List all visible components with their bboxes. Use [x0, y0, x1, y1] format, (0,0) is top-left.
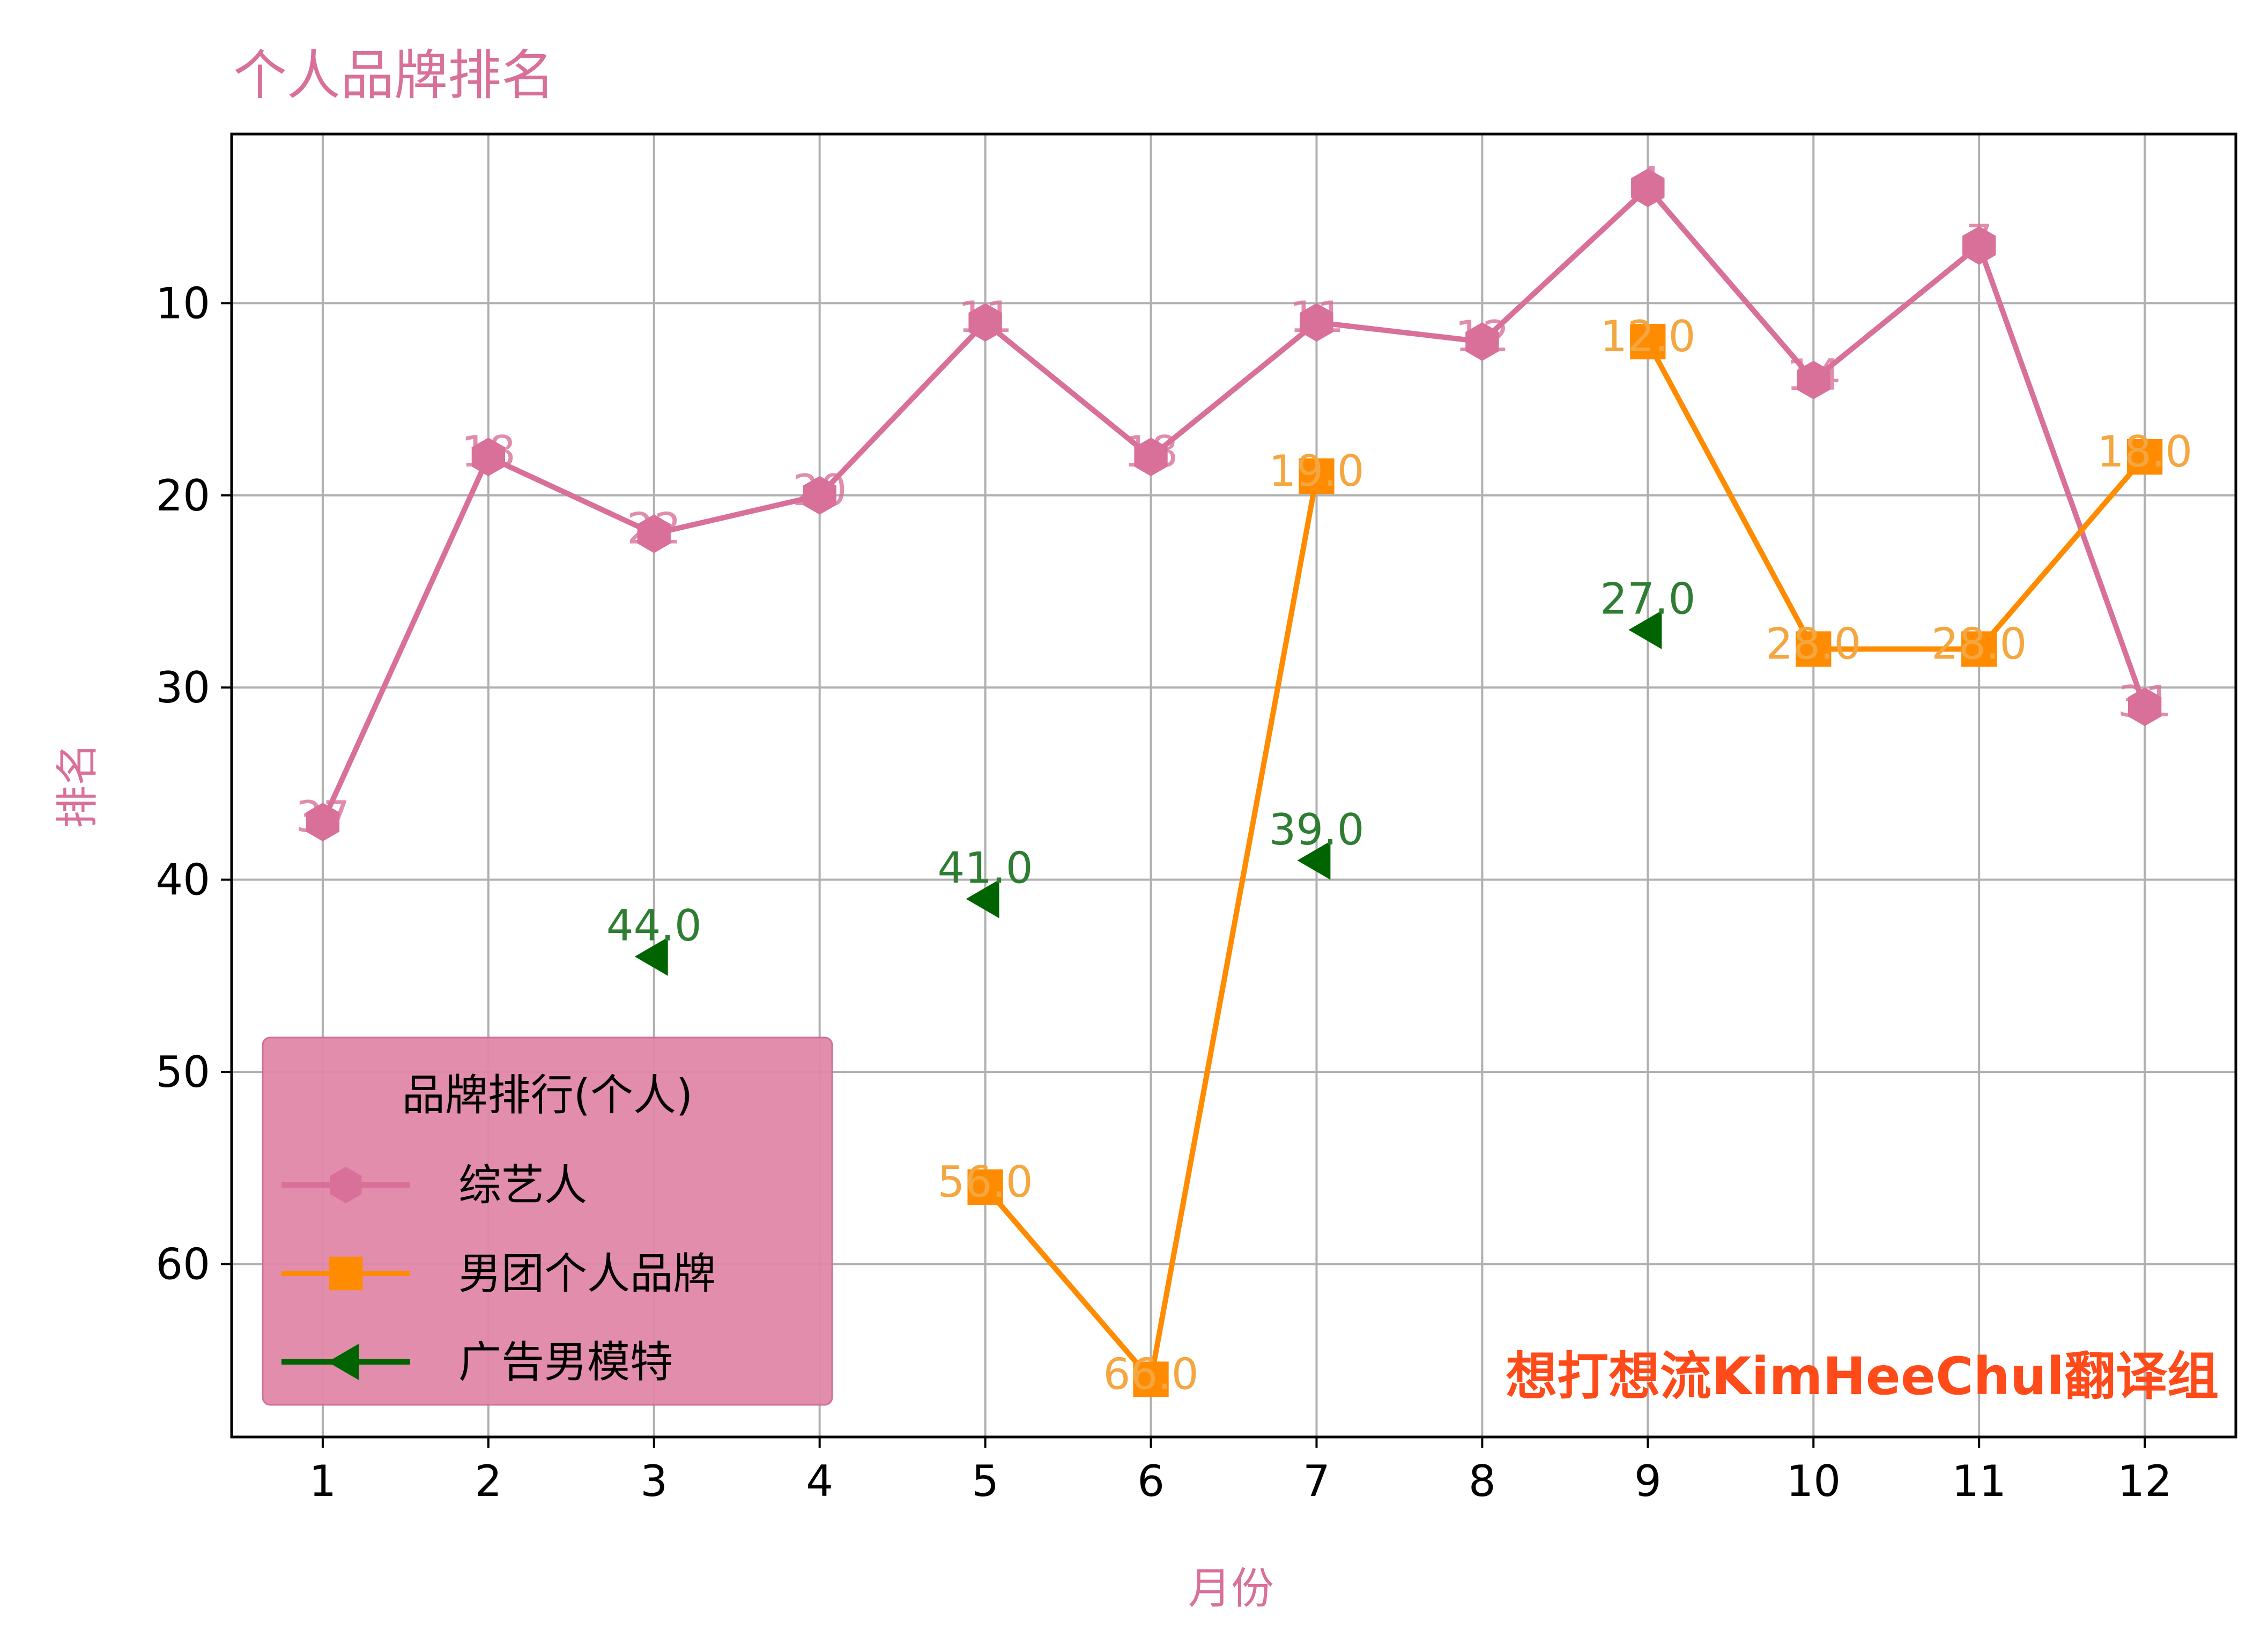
x-tick-label: 12: [2117, 1456, 2172, 1506]
data-label: 19.0: [1269, 446, 1364, 496]
data-label: 4: [1634, 158, 1662, 208]
data-label: 66.0: [1103, 1349, 1198, 1399]
y-tick-label: 10: [155, 278, 210, 328]
y-tick-label: 60: [155, 1239, 210, 1289]
data-label: 28.0: [1931, 619, 2027, 669]
legend-entry-label: 综艺人: [458, 1160, 587, 1210]
data-label: 39.0: [1269, 805, 1364, 855]
data-label: 20: [792, 465, 847, 515]
watermark-annotation: 想打想流KimHeeChul翻译组: [1506, 1346, 2219, 1406]
legend-entry-label: 广告男模特: [458, 1337, 673, 1387]
data-label: 22: [627, 503, 681, 553]
data-label: 12: [1455, 312, 1509, 361]
x-tick-label: 3: [640, 1456, 668, 1506]
x-tick-label: 1: [309, 1456, 336, 1506]
data-label: 11: [958, 292, 1013, 342]
data-label: 27.0: [1600, 574, 1695, 624]
data-label: 31: [2117, 677, 2172, 727]
x-tick-label: 4: [806, 1456, 833, 1506]
y-tick-label: 50: [155, 1047, 210, 1097]
y-tick-label: 20: [155, 471, 210, 521]
data-label: 44.0: [606, 901, 702, 951]
x-tick-label: 10: [1786, 1456, 1841, 1506]
x-tick-label: 7: [1303, 1456, 1330, 1506]
x-tick-label: 8: [1469, 1456, 1496, 1506]
data-label: 12.0: [1600, 312, 1695, 361]
legend-entry-label: 男团个人品牌: [458, 1249, 716, 1299]
chart-title: 个人品牌排名: [233, 44, 555, 107]
y-tick-label: 30: [155, 663, 210, 713]
data-label: 41.0: [938, 843, 1033, 893]
y-tick-label: 40: [155, 855, 210, 905]
data-label: 18.0: [2097, 427, 2192, 477]
legend-title: 品牌排行(个人): [402, 1070, 693, 1120]
data-label: 28.0: [1766, 619, 1861, 669]
x-tick-label: 2: [475, 1456, 502, 1506]
x-tick-label: 5: [972, 1456, 999, 1506]
data-label: 18: [461, 427, 516, 477]
y-axis-title: 排名: [53, 743, 102, 828]
data-label: 56.0: [938, 1157, 1033, 1207]
x-tick-label: 11: [1952, 1456, 2006, 1506]
data-label: 7: [1966, 216, 1993, 265]
x-axis-title: 月份: [1188, 1564, 1274, 1613]
x-tick-label: 6: [1137, 1456, 1165, 1506]
legend-marker: [329, 1257, 363, 1291]
data-label: 18: [1124, 427, 1179, 477]
data-label: 14: [1786, 350, 1841, 400]
x-tick-label: 9: [1634, 1456, 1662, 1506]
data-label: 11: [1289, 292, 1344, 342]
data-label: 37: [295, 792, 350, 842]
